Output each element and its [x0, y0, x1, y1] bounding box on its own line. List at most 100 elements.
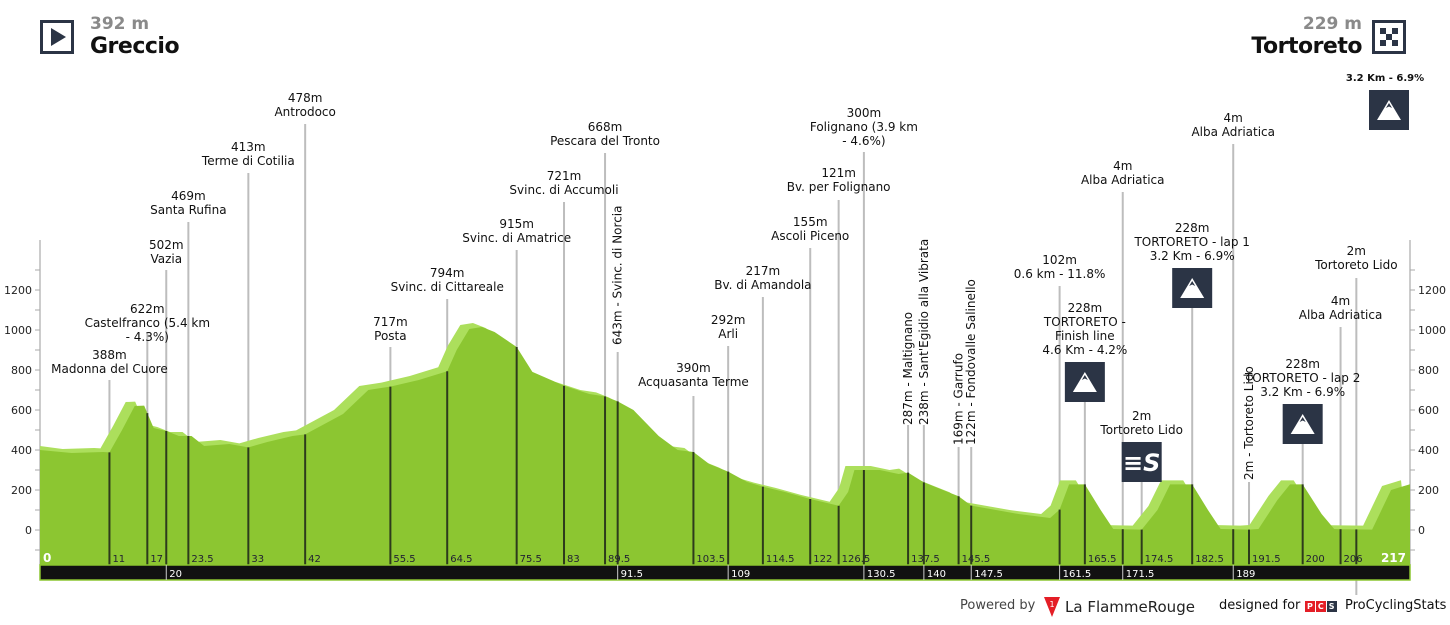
flamme-rouge-icon: 1	[1044, 597, 1060, 617]
waypoint-label-text: Acquasanta Terme	[638, 375, 749, 389]
waypoint-label-text: 3.2 Km - 6.9%	[1150, 249, 1235, 263]
waypoint-label-text: 3.2 Km - 6.9%	[1260, 385, 1345, 399]
finish-town: Tortoreto	[1251, 34, 1362, 59]
finish-elevation: 229 m	[1302, 14, 1362, 34]
designed-for-text: designed for	[1219, 598, 1301, 613]
waypoint-label-text: 287m - Maltignano	[901, 312, 915, 425]
waypoint-label-text: TORTORETO -	[1043, 315, 1126, 329]
waypoint-label-text: 2m	[1132, 409, 1151, 423]
waypoint-label-text: 413m	[231, 140, 266, 154]
waypoint-label-text: TORTORETO - lap 2	[1244, 371, 1360, 385]
x-tick-label-bottom: 130.5	[867, 569, 896, 580]
waypoint-label-text: Santa Rufina	[150, 203, 226, 217]
x-tick-label-bottom: 140	[927, 569, 946, 580]
waypoint-label-text: 292m	[711, 313, 746, 327]
x-tick-label-top: 33	[251, 554, 264, 565]
finish-header: 229 m Tortoreto	[1251, 14, 1362, 60]
waypoint-label-text: Arli	[718, 327, 738, 341]
waypoint-label-text: 622m	[130, 302, 165, 316]
waypoint-label-text: 169m - Garrufo	[952, 353, 966, 445]
x-tick-label-bottom: 20	[169, 569, 182, 580]
y-tick-label: 400	[11, 444, 32, 457]
waypoint-label-text: 915m	[499, 217, 534, 231]
y-tick-label: 1200	[1418, 284, 1446, 297]
waypoint-label: 287m - Maltignano	[901, 312, 915, 425]
start-elevation: 392 m	[90, 14, 150, 34]
waypoint-label-text: - 4.3%)	[126, 330, 169, 344]
waypoint-label-text: 155m	[793, 215, 828, 229]
sprint-icon	[1121, 442, 1162, 482]
waypoint-label: 2m - Tortoreto Lido	[1242, 366, 1256, 480]
x-tick-label-bottom: 109	[731, 569, 750, 580]
waypoint-label-text: 121m	[821, 166, 856, 180]
waypoint-label-text: 388m	[92, 348, 127, 362]
sprint-icon-glyph: ≡S	[1123, 449, 1160, 477]
waypoint-label-text: 4m	[1331, 294, 1350, 308]
y-tick-label: 1000	[1418, 324, 1446, 337]
waypoint-label-text: 2m - Tortoreto Lido	[1242, 366, 1256, 480]
y-tick-label: 0	[25, 524, 32, 537]
waypoint-label-text: 502m	[149, 238, 184, 252]
waypoint-label-text: Bv. per Folignano	[787, 180, 891, 194]
waypoint-label-text: Ascoli Piceno	[771, 229, 849, 243]
waypoint-label-text: Terme di Cotilia	[201, 154, 295, 168]
waypoint-label-text: 717m	[373, 315, 408, 329]
finish-climb-label: 3.2 Km - 6.9%	[1345, 73, 1425, 84]
mountain-icon-snow	[1299, 417, 1306, 422]
mountain-icon-shape	[1180, 278, 1205, 298]
waypoint-label-text: 390m	[676, 361, 711, 375]
x-tick-label-top: 165.5	[1088, 554, 1117, 565]
waypoint-label-text: 102m	[1042, 253, 1077, 267]
x-tick-label-top: 122	[813, 554, 832, 565]
svg-text:1: 1	[1049, 600, 1054, 609]
waypoint-label-text: 668m	[588, 120, 623, 134]
y-tick-label: 0	[1418, 524, 1425, 537]
procyclingstats-text: ProCyclingStats	[1345, 598, 1447, 613]
waypoint-label-text: 643m - Svinc. di Norcia	[611, 206, 625, 345]
waypoint-label-text: 2m	[1347, 244, 1366, 258]
waypoint-label-text: 469m	[171, 189, 206, 203]
waypoint-label-text: 217m	[746, 264, 781, 278]
mountain-icon-shape	[1290, 414, 1315, 434]
y-tick-label: 200	[11, 484, 32, 497]
x-tick-label-top: 191.5	[1252, 554, 1281, 565]
start-town: Greccio	[90, 34, 180, 59]
x-tick-label-bottom: 171.5	[1126, 569, 1155, 580]
waypoint-label-text: - 4.6%)	[842, 134, 885, 148]
waypoint-label-text: 228m	[1175, 221, 1210, 235]
waypoint-label-text: 0.6 km - 11.8%	[1014, 267, 1106, 281]
y-tick-label: 1200	[4, 284, 32, 297]
y-tick-label: 800	[11, 364, 32, 377]
x-tick-label-top: 11	[112, 554, 125, 565]
waypoint-label-text: Alba Adriatica	[1299, 308, 1383, 322]
x-tick-label-top: 64.5	[450, 554, 472, 565]
la-flamme-rouge-text: La FlammeRouge	[1065, 598, 1195, 616]
waypoint-label-text: 478m	[288, 91, 323, 105]
x-tick-label-bottom: 189	[1236, 569, 1255, 580]
y-tick-label: 1000	[4, 324, 32, 337]
waypoint-label-text: Tortoreto Lido	[1314, 258, 1398, 272]
mountain-icon-snow	[1189, 281, 1196, 286]
waypoint-label-text: TORTORETO - lap 1	[1133, 235, 1249, 249]
x-tick-label-top: 137.5	[911, 554, 940, 565]
x-tick-label-top: 83	[567, 554, 580, 565]
powered-by-text: Powered by	[960, 598, 1036, 613]
x-tick-label-top: 23.5	[191, 554, 213, 565]
waypoint-label-text: Pescara del Tronto	[550, 134, 660, 148]
y-tick-label: 600	[11, 404, 32, 417]
waypoint-label-text: 238m - Sant'Egidio alla Vibrata	[917, 239, 931, 425]
x-tick-label-top: 103.5	[696, 554, 725, 565]
